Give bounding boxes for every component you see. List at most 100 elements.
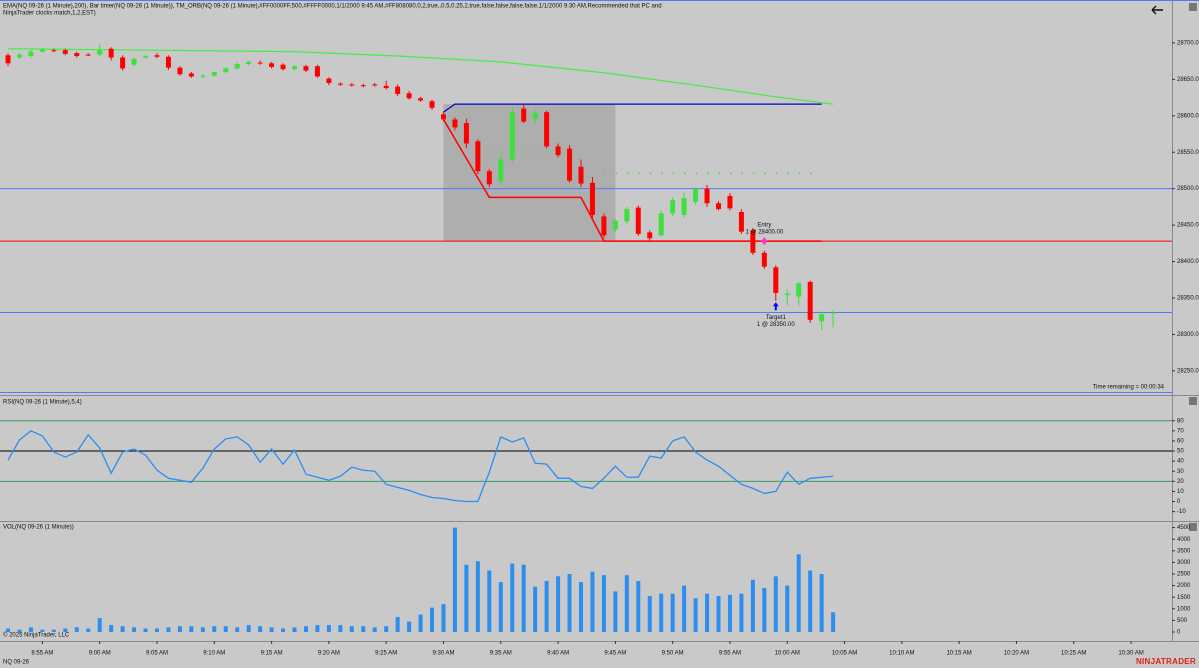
copyright: © 2025 NinjaTrader, LLC [3, 632, 70, 639]
y-tick-label: 28450.00 [1177, 223, 1199, 229]
back-arrow[interactable] [1151, 5, 1163, 15]
volume-bar [28, 627, 33, 632]
candle-body [16, 54, 22, 58]
y-tick-label: 2000 [1177, 583, 1191, 589]
volume-bar [624, 575, 629, 632]
brand: NINJATRADER [1136, 657, 1196, 666]
candle-body [727, 195, 733, 209]
candle-body [761, 252, 767, 267]
y-tick-label: 30 [1177, 469, 1184, 475]
candle-body [635, 207, 641, 234]
candle-body [5, 55, 11, 64]
candle-body [567, 148, 573, 181]
candle-body [773, 267, 779, 293]
x-tick-label: 9:25 AM [375, 651, 397, 657]
x-tick-label: 10:00 AM [775, 651, 800, 657]
volume-bar [281, 628, 286, 632]
candle-body [658, 213, 664, 236]
y-tick-label: 0 [1177, 630, 1181, 636]
candle-body [143, 56, 149, 58]
candle-body [372, 84, 378, 86]
volume-bar [659, 593, 664, 632]
volume-bar [498, 582, 503, 632]
candle-body [269, 63, 275, 67]
x-tick-label: 9:55 AM [719, 651, 741, 657]
volume-bar [590, 571, 595, 632]
candle-body [463, 123, 469, 144]
volume-bar [670, 593, 675, 632]
ema-line [8, 48, 834, 105]
candle-body [670, 200, 676, 214]
x-tick-label: 9:05 AM [146, 651, 168, 657]
y-tick-label: 28600.00 [1177, 113, 1199, 119]
candle-body [521, 108, 527, 122]
candle-body [429, 101, 435, 108]
volume-bar [521, 564, 526, 632]
y-tick-label: 28350.00 [1177, 296, 1199, 302]
back-button[interactable] [1151, 5, 1163, 15]
x-tick-label: 9:40 AM [547, 651, 569, 657]
candle-body [165, 56, 171, 68]
volume-bar [464, 564, 469, 632]
volume-bar [693, 598, 698, 632]
volume-bar [727, 594, 732, 632]
candle-body [85, 54, 91, 56]
x-tick-label: 9:20 AM [318, 651, 340, 657]
x-tick-label: 9:50 AM [662, 651, 684, 657]
panel-button[interactable] [1189, 523, 1197, 531]
x-tick-label: 9:30 AM [432, 651, 454, 657]
candle-body [39, 49, 45, 52]
candle-body [292, 66, 298, 70]
volume-bar [430, 607, 435, 632]
candle-body [234, 64, 240, 69]
candle-body [784, 293, 790, 296]
volume-bar [567, 573, 572, 632]
volume-bar [739, 593, 744, 632]
x-tick-label: 9:15 AM [261, 651, 283, 657]
candle-body [738, 211, 744, 232]
candle-body [807, 281, 813, 320]
x-tick-label: 10:10 AM [889, 651, 914, 657]
volume-bar [578, 582, 583, 632]
candle-body [223, 68, 229, 73]
volume-bar [785, 585, 790, 632]
candle-body [819, 314, 825, 322]
panel-button[interactable] [1189, 3, 1197, 11]
y-tick-label: 28650.00 [1177, 77, 1199, 83]
panel-button[interactable] [1189, 397, 1197, 405]
candle-body [440, 114, 446, 120]
volume-bar [132, 627, 137, 632]
entry-detail: 1 @ 28400.00 [745, 230, 783, 236]
candle-body [177, 67, 183, 75]
volume-bar [418, 614, 423, 632]
volume-bar [154, 628, 159, 632]
volume-bar [303, 626, 308, 632]
x-tick-label: 10:05 AM [832, 651, 857, 657]
volume-bar [636, 580, 641, 632]
y-tick-label: 40 [1177, 459, 1184, 465]
candle-body [246, 61, 252, 65]
panel-title: VOL(NQ 09-26 (1 Minute)) [3, 525, 74, 531]
volume-bar [762, 587, 767, 632]
candle-body [532, 112, 538, 119]
candle-body [62, 50, 68, 54]
panel-title: RSI(NQ 09-26 (1 Minute),5,4) [3, 400, 82, 406]
entry-label: Entry [757, 223, 771, 229]
volume-bar [556, 576, 561, 632]
indicator-label: EMA(NQ 09-26 (1 Minute),200), Bar timer(… [3, 4, 662, 10]
y-tick-label: 28400.00 [1177, 259, 1199, 265]
y-tick-label: 4000 [1177, 537, 1191, 543]
candle-body [578, 166, 584, 184]
volume-bar [544, 580, 549, 632]
volume-bar [86, 628, 91, 632]
y-tick-label: 4500 [1177, 525, 1191, 531]
target-arrow [772, 302, 779, 311]
candle-body [337, 83, 343, 85]
y-tick-label: -10 [1177, 509, 1186, 515]
volume-bar [716, 596, 721, 632]
volume-bar [40, 629, 45, 632]
candle-body [509, 112, 515, 160]
volume-bar [441, 604, 446, 632]
x-tick-label: 10:30 AM [1118, 651, 1143, 657]
target-label: Target1 [766, 315, 787, 321]
